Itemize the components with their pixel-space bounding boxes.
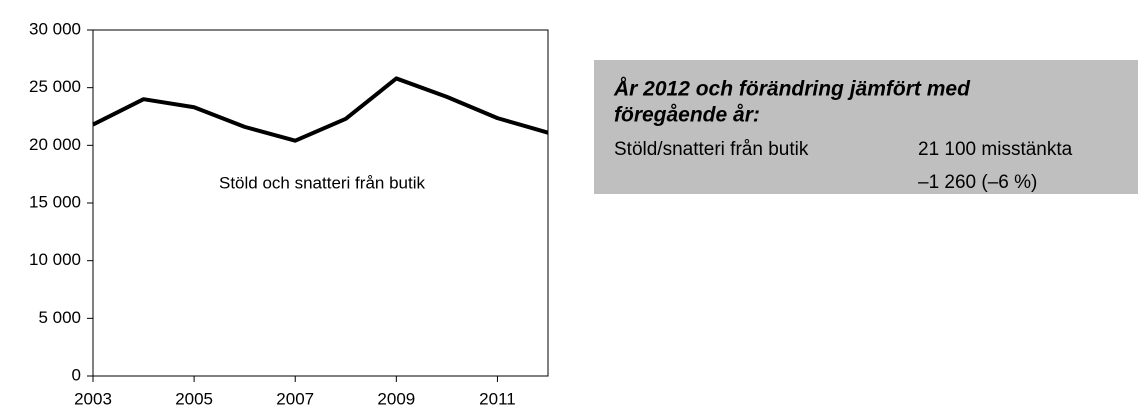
- info-title: föregående år:: [614, 104, 760, 127]
- info-value: –1 260 (–6 %): [918, 172, 1037, 193]
- x-tick-label: 2009: [377, 389, 415, 408]
- series-label: Stöld och snatteri från butik: [219, 173, 426, 192]
- y-tick-label: 5 000: [38, 308, 81, 327]
- y-tick-label: 30 000: [29, 19, 81, 38]
- info-label: Stöld/snatteri från butik: [614, 139, 809, 160]
- info-box: [594, 60, 1138, 194]
- y-tick-label: 0: [72, 365, 81, 384]
- y-tick-label: 15 000: [29, 192, 81, 211]
- y-tick-label: 10 000: [29, 250, 81, 269]
- x-tick-label: 2011: [479, 389, 516, 408]
- line: [92, 76, 549, 143]
- y-tick-label: 20 000: [29, 135, 81, 154]
- plot-frame: [92, 29, 549, 377]
- x-tick-label: 2003: [74, 389, 112, 408]
- x-tick-label: 2005: [175, 389, 213, 408]
- info-title: År 2012 och förändring jämfört med: [613, 77, 971, 101]
- y-tick-label: 25 000: [29, 77, 81, 96]
- info-value: 21 100 misstänkta: [918, 139, 1073, 160]
- x-tick-label: 2007: [276, 389, 314, 408]
